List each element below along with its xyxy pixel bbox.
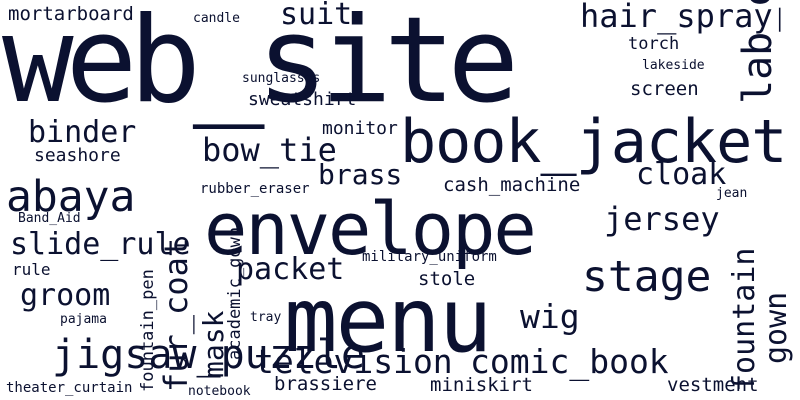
word-rule: rule [12, 260, 51, 279]
word-rubber-eraser: rubber_eraser [200, 181, 310, 197]
word-torch: monitor [322, 118, 398, 139]
word-notebook: notebook [188, 384, 251, 399]
word-suit: lab_coat [735, 0, 781, 104]
word-gown: cloak [636, 157, 727, 192]
word-pajama: pajama [60, 312, 107, 327]
word-fountain-pen: mortarboard [8, 3, 134, 25]
word-stage: stage [582, 252, 712, 302]
word-vestment: screen [630, 78, 699, 100]
word-comic-book: comic_book [470, 342, 669, 381]
word-jigsaw-puzzle: fur_coat [157, 237, 195, 392]
word-envelope: envelope [204, 187, 537, 271]
word-hair-spray: wig [520, 297, 580, 336]
word-book-jacket: book_jacket [400, 107, 787, 177]
word-lab-coat: jersey [604, 200, 720, 238]
word-binder: packet [236, 252, 345, 287]
word-television: television [254, 342, 453, 381]
word-candle: candle [193, 11, 240, 26]
word-jean: jean [716, 186, 748, 201]
word-cloak: binder [28, 115, 137, 150]
word-cash-machine: stole [418, 268, 476, 290]
word-brass: mask [197, 310, 230, 378]
word-mask: brass [318, 158, 403, 191]
word-jersey: suit [280, 0, 353, 32]
word-brassiere: miniskirt [430, 374, 533, 396]
word-mortarboard: brassiere [274, 373, 377, 395]
word-fountain: fountain [727, 247, 762, 393]
word-seashore: torch [628, 34, 680, 54]
word-abaya: abaya [6, 172, 136, 222]
word-lakeside: lakeside [642, 58, 705, 73]
word-theater-curtain: theater_curtain [6, 380, 133, 396]
word-fur-coat: hair_spray [580, 0, 773, 35]
word-web-site: web_site [2, 0, 519, 130]
word-stole: vestment [667, 374, 759, 396]
word-slide-rule: gown [759, 291, 794, 364]
word-sunglasses: sunglasses [242, 71, 321, 86]
word-groom: bow_tie [202, 131, 337, 169]
word-menu: menu [284, 268, 492, 372]
word-military-uniform: military_uniform [362, 249, 497, 265]
word-sweatshirt: fountain_pen [138, 269, 158, 392]
word-bow-tie: slide_rule [10, 227, 191, 262]
word-academic-gown: cash_machine [443, 174, 581, 196]
word-screen: sweatshirt [248, 89, 357, 110]
word-miniskirt: seashore [34, 145, 121, 166]
word-monitor: academic_gown [225, 226, 245, 360]
word-packet: groom [20, 278, 111, 313]
word-tray: tray [250, 310, 282, 325]
word-wig: jigsaw_puzzle [52, 332, 366, 378]
word-band-aid: Band_Aid [18, 211, 81, 226]
